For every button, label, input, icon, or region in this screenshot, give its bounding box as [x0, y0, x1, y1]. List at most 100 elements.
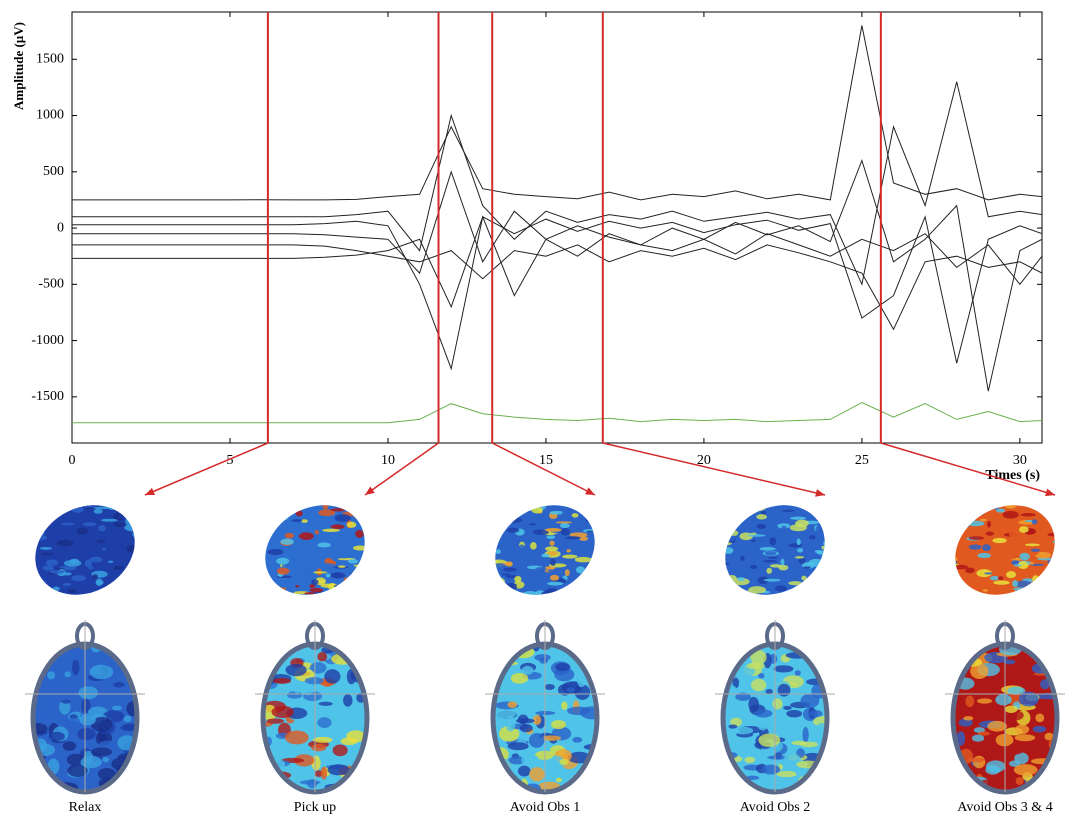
event-arrow [603, 443, 825, 495]
head-blob [113, 682, 124, 687]
brain-blob [775, 585, 787, 591]
brain-blob [96, 579, 103, 586]
brain-blob [765, 551, 777, 555]
brain-blob [124, 524, 141, 532]
brain-blob [278, 511, 288, 518]
head-blob [733, 727, 753, 735]
brain-blob [1041, 593, 1047, 597]
head-blob [46, 700, 57, 708]
brain-blob [724, 547, 734, 554]
head-blob [576, 642, 598, 649]
brain-blob [301, 519, 308, 523]
brain-blob [309, 588, 323, 592]
brain-blob [57, 505, 64, 507]
head-blob [260, 648, 273, 660]
brain-blob [546, 535, 555, 539]
brain-blob [85, 501, 94, 509]
brain-blob [354, 582, 370, 587]
head-blob [963, 716, 973, 720]
brain-blob [71, 575, 85, 581]
brain-blob [562, 555, 577, 559]
brain-blob [28, 543, 33, 546]
brain-blob [1021, 513, 1036, 516]
arrow-head [1045, 489, 1055, 496]
brain-blob [778, 565, 788, 571]
head-blob [965, 696, 974, 707]
brain-blob [737, 577, 744, 581]
brain-blob [89, 589, 93, 597]
brain-blob [996, 528, 1012, 531]
brain-blob [57, 540, 74, 547]
brain-blob [817, 550, 834, 555]
head-blob [755, 709, 773, 717]
brain-blob [299, 532, 314, 540]
brain-blob [723, 571, 728, 575]
brain-blob [353, 504, 368, 511]
series-line [72, 217, 1042, 307]
head-blob [49, 732, 65, 741]
brain-blob [969, 544, 982, 549]
y-tick-label: -1000 [31, 333, 64, 348]
head-blob [319, 702, 333, 706]
brain-blob [364, 520, 374, 525]
brain-blob [322, 502, 328, 509]
brain-blob [1040, 584, 1053, 587]
head-blob [522, 666, 534, 675]
brain-blob [123, 505, 140, 508]
brain-blob [1047, 579, 1057, 585]
head-blob [27, 723, 48, 735]
brain-blob [568, 593, 577, 600]
brain-blob [262, 596, 276, 599]
brain-blob [1047, 533, 1064, 537]
brain-blob [1012, 580, 1018, 587]
brain-blob [42, 580, 46, 587]
brain-blob [524, 598, 531, 601]
brain-blob [1013, 587, 1030, 591]
brain-blob [280, 514, 289, 520]
brain-blob [50, 503, 55, 509]
head-blob [1016, 777, 1024, 785]
event-label: Avoid Obs 3 & 4 [957, 800, 1052, 815]
head-blob [572, 737, 582, 743]
head-blob [110, 782, 133, 795]
brain-blob [550, 575, 559, 581]
series-line [72, 26, 1042, 200]
brain-blob [1033, 583, 1046, 585]
head-blob [786, 710, 802, 717]
brain-blob [90, 557, 103, 562]
brain-blob [778, 504, 787, 508]
head-blob [1033, 726, 1046, 733]
x-tick-label: 30 [1013, 453, 1027, 468]
brain-blob [114, 522, 126, 527]
brain-blob [972, 508, 986, 510]
brain-blob [585, 516, 599, 523]
brain-blob [35, 529, 45, 536]
brain-blob [482, 571, 497, 579]
brain-blob [1054, 567, 1061, 573]
brain-blob [514, 538, 524, 542]
brain-blob [984, 572, 993, 574]
brain-blob [969, 536, 984, 540]
series-line [72, 82, 1042, 284]
brain-blob [267, 505, 279, 511]
brain-blob [46, 559, 58, 566]
brain-blob [957, 508, 970, 515]
head-blob [977, 698, 992, 703]
brain-blob [253, 535, 268, 540]
brain-blob [750, 565, 757, 569]
brain-blob [1047, 560, 1057, 565]
brain-blob [514, 576, 521, 583]
head-blob [556, 778, 562, 782]
head-blob [762, 765, 780, 775]
y-tick-label: 1500 [36, 51, 64, 66]
brain-blob [1019, 526, 1029, 533]
brain-blob [998, 576, 1004, 580]
brain-blob [797, 548, 803, 552]
brain-blob [354, 576, 365, 582]
brain-blob [980, 519, 987, 521]
brain-blob [751, 533, 757, 535]
brain-blob [572, 513, 579, 518]
brain-blob [724, 590, 732, 593]
brain-blob [126, 545, 142, 553]
event-label: Avoid Obs 2 [740, 800, 811, 815]
